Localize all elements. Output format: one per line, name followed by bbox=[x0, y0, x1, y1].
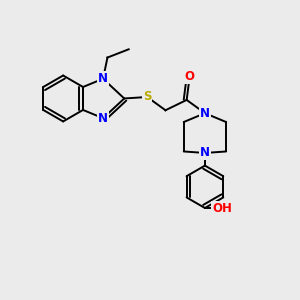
Text: OH: OH bbox=[212, 202, 232, 214]
Text: N: N bbox=[98, 112, 108, 125]
Text: O: O bbox=[184, 70, 195, 83]
Text: N: N bbox=[200, 146, 210, 159]
Text: S: S bbox=[143, 91, 152, 103]
Text: N: N bbox=[98, 72, 108, 85]
Text: N: N bbox=[200, 107, 210, 120]
